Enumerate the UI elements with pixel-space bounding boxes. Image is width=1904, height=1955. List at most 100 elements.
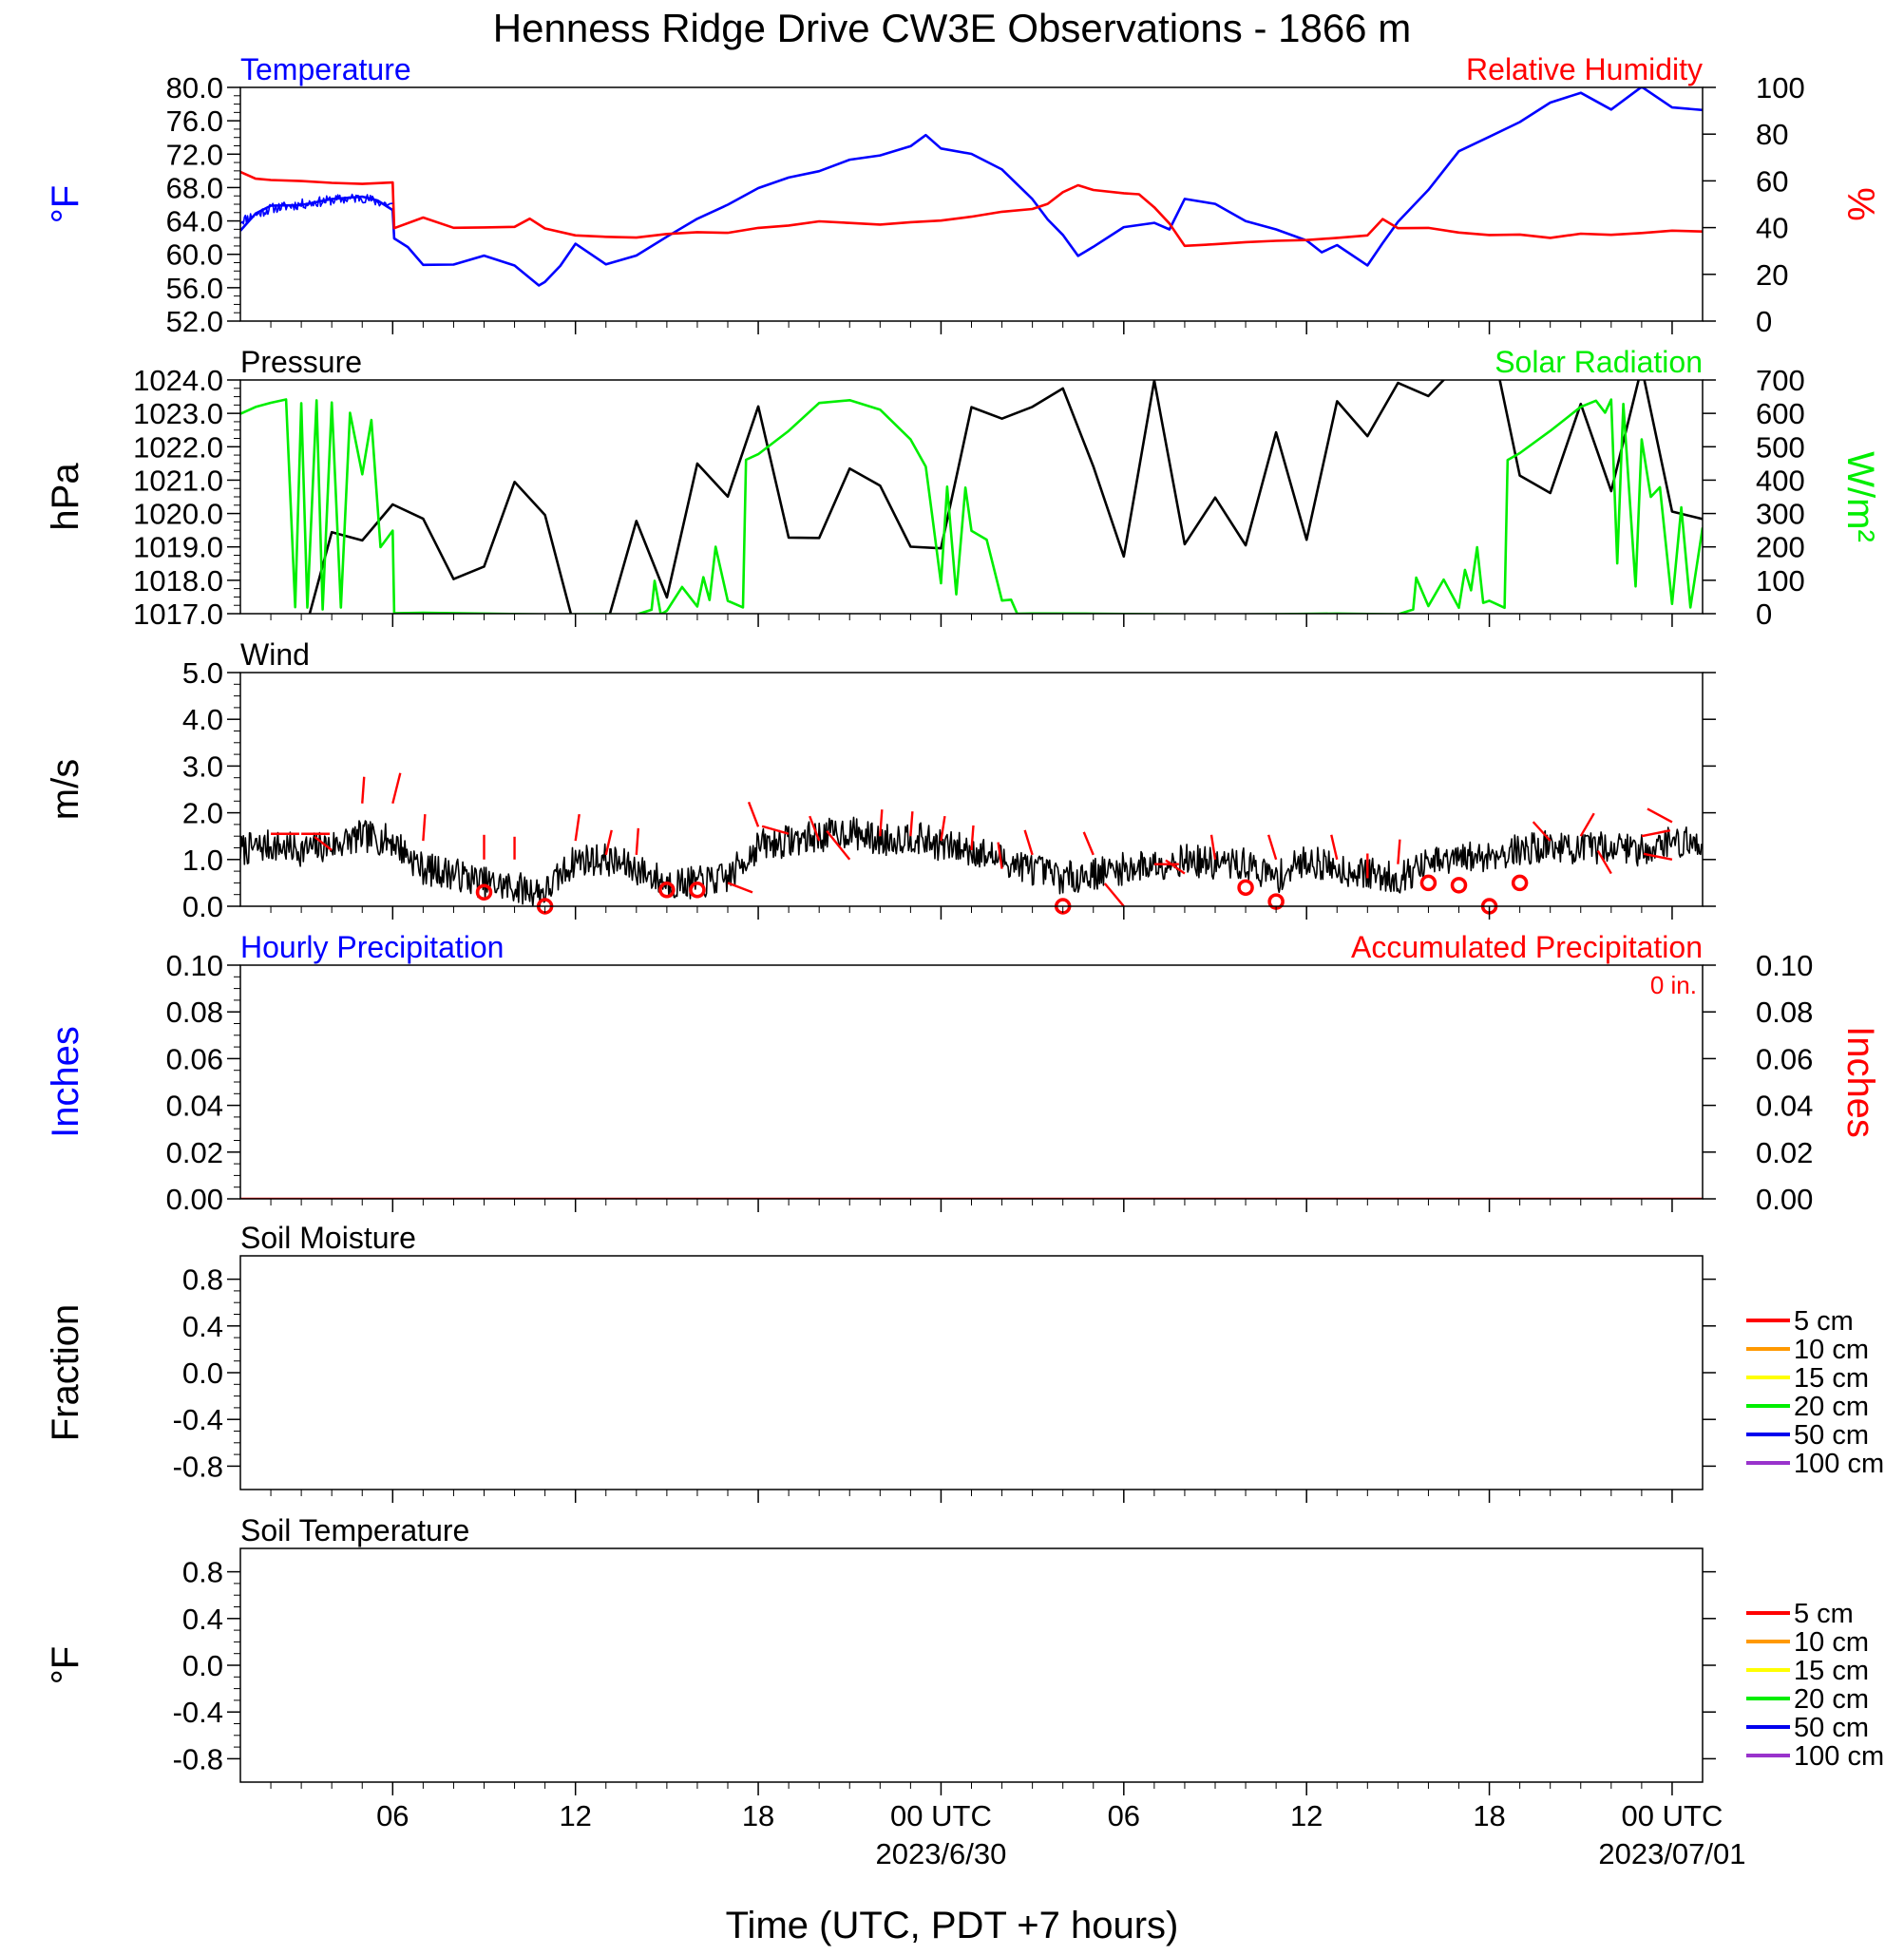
wind-barb [970,825,975,851]
y-tick-label-right: 0.10 [1756,949,1813,982]
y-tick-label-left: 1019.0 [133,531,223,564]
panel-title-right: Solar Radiation [1495,345,1703,379]
wind-barb [809,815,821,842]
wind-barb [1397,839,1401,864]
wind-barb [1330,834,1339,861]
x-tick-label: 00 UTC [890,1799,992,1832]
x-tick-label: 12 [1290,1799,1323,1832]
x-tick-label: 18 [1473,1799,1505,1832]
y-tick-label-left: 64.0 [166,205,223,238]
y-tick-label-left: 1021.0 [133,464,223,497]
panel-pressure_solar: 1017.01018.01019.01020.01021.01022.01023… [45,345,1881,631]
y-tick-label-left: 60.0 [166,238,223,272]
y-tick-label-left: 52.0 [166,305,223,338]
wind-barb [940,815,946,842]
y-tick-label-right: 400 [1756,464,1805,497]
panel-precip: 0.00 0.02 0.04 0.06 0.08 0.10 0.00 0.02 0.04 0.06… [45,930,1881,1216]
series-line-temperature [240,87,1703,287]
wind-barb [1647,807,1673,824]
panel-title-left: Hourly Precipitation [240,930,504,964]
y-axis-label-right: Inches [1839,1026,1881,1138]
x-tick-label: 12 [559,1799,591,1832]
series-line-solar-radiation [240,398,1703,614]
calm-wind-marker [658,882,676,899]
series-line-detail [240,193,393,225]
wind-barb [727,882,753,894]
x-axis-ticks: 06 12 18 00 UTC 2023/6/30 06 12 18 00 UTC 2023/07… [376,1799,1745,1870]
panel-title-left: Wind [240,637,310,672]
y-tick-label-right: 60 [1756,164,1788,198]
legend-label: 15 cm [1794,1363,1869,1394]
panel-title-left: Soil Moisture [240,1221,416,1255]
wind-barb [1641,829,1671,838]
x-axis-label: Time (UTC, PDT +7 hours) [726,1905,1179,1946]
calm-wind-marker [689,882,706,899]
y-tick-label-left: 1018.0 [133,564,223,598]
x-date-label: 2023/07/01 [1598,1837,1745,1870]
series-line-pressure [308,380,1703,614]
y-tick-label-right: 80 [1756,118,1788,151]
y-axis-label-left: hPa [45,463,86,531]
y-tick-label-left: 1023.0 [133,397,223,430]
y-tick-label-left: 0.0 [182,1649,223,1682]
wind-barb [879,809,884,837]
legend-label: 100 cm [1794,1449,1884,1479]
y-tick-label-left: 56.0 [166,272,223,305]
legend-label: 50 cm [1794,1420,1869,1451]
series-line-relative-humidity [240,170,1703,248]
wind-barb [1209,834,1217,860]
y-tick-label-left: 1020.0 [133,498,223,531]
wind-barb [826,830,851,861]
legend-label: 10 cm [1794,1627,1869,1658]
y-tick-label-right: 100 [1756,564,1805,598]
y-tick-label-left: 80.0 [166,71,223,104]
y-tick-label-left: 0.08 [166,996,223,1029]
wind-barb [997,842,1003,869]
wind-barb [747,801,760,827]
wind-barb [574,813,581,842]
panel-title-left: Temperature [240,52,411,86]
y-axis-label-right: W/m² [1839,451,1881,542]
y-tick-label-left: -0.8 [173,1450,223,1483]
plot-frame [239,86,1704,322]
panel-soil_moisture: -0.8 -0.4 0.0 0.4 0.8 Soil Moisture Fraction 5 … [45,1221,1884,1503]
wind-barb [1596,849,1612,875]
y-tick-label-left: -0.4 [173,1403,223,1436]
y-tick-label-right: 200 [1756,531,1805,564]
panel-title-right: Accumulated Precipitation [1351,930,1703,964]
y-tick-label-right: 0.00 [1756,1183,1813,1216]
y-tick-label-left: 0.8 [182,1263,223,1297]
wind-barb [604,829,613,856]
y-axis-label-left: Inches [45,1026,86,1138]
wind-barb [314,836,333,851]
series-line-wind [240,816,1703,906]
series-group [240,87,1703,287]
legend-label: 20 cm [1794,1392,1869,1422]
legend-label: 5 cm [1794,1306,1854,1337]
wind-barb [1165,859,1186,875]
y-tick-label-left: 1.0 [182,844,223,877]
calm-wind-marker [475,883,493,901]
y-tick-label-left: 0.06 [166,1042,223,1075]
y-tick-label-left: 0.0 [182,890,223,923]
y-tick-label-left: 5.0 [182,656,223,690]
y-tick-label-right: 600 [1756,397,1805,430]
plot-frame [239,964,1704,1200]
wind-barb [1266,834,1278,861]
x-tick-label: 00 UTC [1622,1799,1723,1832]
y-tick-label-left: 72.0 [166,138,223,171]
y-axis-label-left: Fraction [45,1304,86,1442]
calm-wind-marker [1419,874,1438,892]
calm-wind-marker [1450,877,1468,894]
x-tick-label: 06 [1108,1799,1140,1832]
y-tick-label-left: 0.10 [166,949,223,982]
calm-wind-marker [1511,874,1529,892]
panel-wind: 0.0 1.0 2.0 3.0 4.0 5.0 Wind m/s [45,637,1716,923]
panel-title-right: Relative Humidity [1466,52,1703,86]
y-tick-label-right: 100 [1756,71,1805,104]
plot-frame [239,1255,1704,1490]
x-tick-label: 06 [376,1799,409,1832]
panel-temp_rh: 52.056.060.064.068.072.076.080.0 0 20 40 60 8… [45,52,1881,338]
plot-frame [239,379,1704,615]
